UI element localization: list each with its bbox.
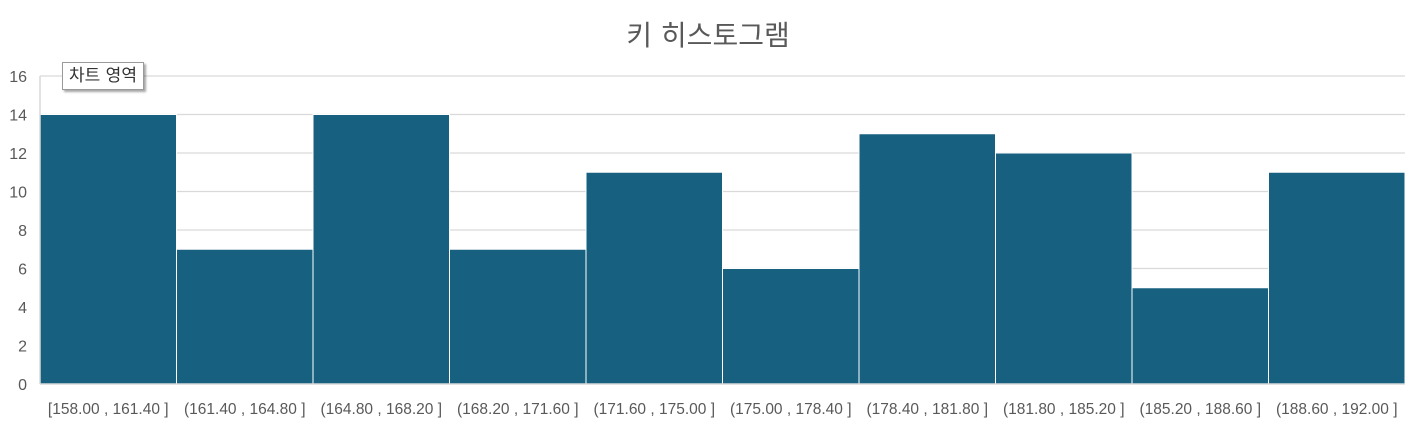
y-tick-label: 0 bbox=[18, 377, 27, 394]
x-tick-label: (188.60 , 192.00 ] bbox=[1276, 401, 1398, 418]
x-tick-label: (171.60 , 175.00 ] bbox=[593, 401, 715, 418]
y-tick-labels: 0 2 4 6 8 10 12 14 16 bbox=[9, 69, 27, 394]
x-tick-label: (181.80 , 185.20 ] bbox=[1003, 401, 1125, 418]
bar bbox=[858, 133, 996, 385]
y-tick-label: 16 bbox=[9, 69, 27, 86]
y-tick-label: 12 bbox=[9, 146, 27, 163]
bar bbox=[176, 248, 314, 385]
bar bbox=[312, 114, 450, 385]
bar bbox=[449, 248, 587, 385]
bar bbox=[1131, 287, 1269, 385]
y-tick-label: 8 bbox=[18, 223, 27, 240]
y-tick-label: 14 bbox=[9, 108, 27, 125]
chart-area-tooltip: 차트 영역 bbox=[62, 62, 144, 90]
axes bbox=[39, 76, 1405, 385]
y-tick-label: 2 bbox=[18, 339, 27, 356]
x-tick-label: (178.40 , 181.80 ] bbox=[866, 401, 988, 418]
x-tick-label: (175.00 , 178.40 ] bbox=[730, 401, 852, 418]
chart-title: 키 히스토그램 bbox=[626, 19, 789, 52]
y-tick-label: 6 bbox=[18, 262, 27, 279]
x-tick-label: (185.20 , 188.60 ] bbox=[1139, 401, 1261, 418]
bar bbox=[995, 152, 1133, 385]
bar bbox=[585, 171, 723, 385]
y-tick-label: 4 bbox=[18, 300, 27, 317]
bar bbox=[39, 114, 177, 385]
x-tick-label: (164.80 , 168.20 ] bbox=[320, 401, 442, 418]
x-tick-label: (168.20 , 171.60 ] bbox=[457, 401, 579, 418]
bars bbox=[39, 114, 1406, 385]
x-tick-labels: [158.00 , 161.40 ] (161.40 , 164.80 ] (164… bbox=[48, 401, 1398, 418]
x-tick-label: [158.00 , 161.40 ] bbox=[48, 401, 169, 418]
x-tick-label: (161.40 , 164.80 ] bbox=[184, 401, 306, 418]
bar bbox=[1268, 171, 1406, 385]
bar bbox=[722, 268, 860, 385]
y-tick-label: 10 bbox=[9, 185, 27, 202]
